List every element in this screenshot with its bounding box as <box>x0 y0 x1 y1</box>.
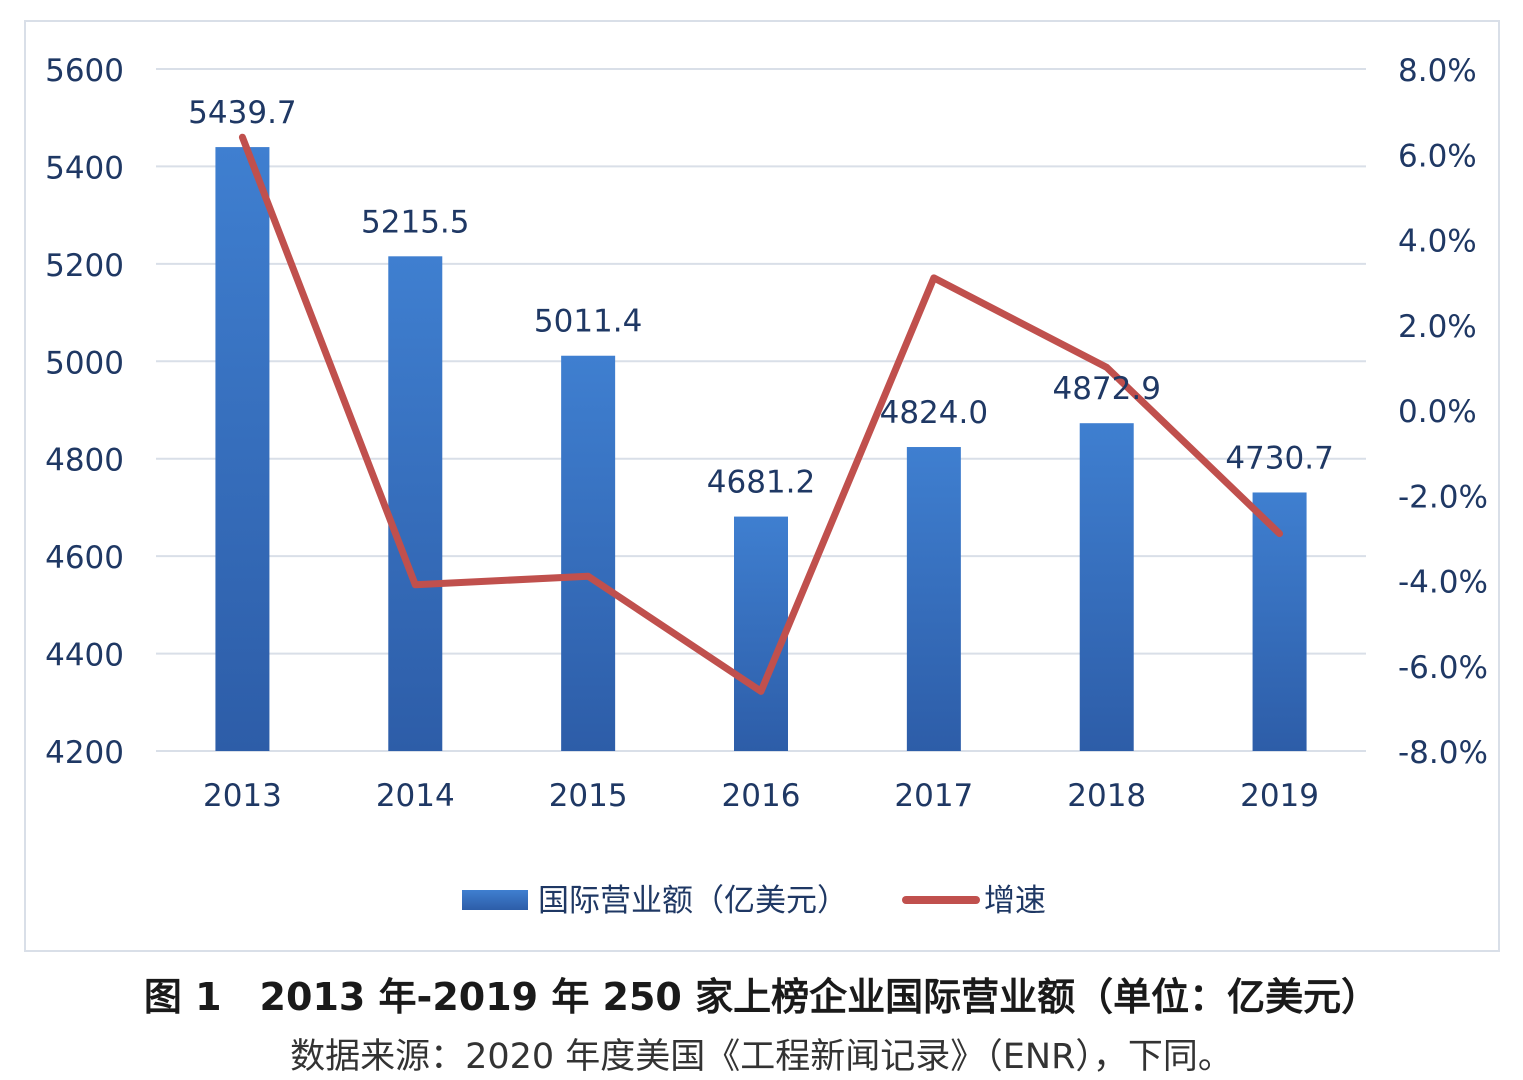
bar-data-label: 4730.7 <box>1225 440 1333 476</box>
x-axis-tick-label: 2014 <box>376 778 455 814</box>
bars <box>215 147 1307 751</box>
x-axis-tick-label: 2013 <box>203 778 282 814</box>
left-axis-tick-label: 4400 <box>45 638 124 674</box>
combo-chart: 5439.7 5215.5 5011.4 4681.2 4824.0 4872.9 4730… <box>45 53 1488 919</box>
data-labels: 5439.7 5215.5 5011.4 4681.2 4824.0 4872.9 4730… <box>188 95 1334 500</box>
bar-data-label: 4872.9 <box>1052 371 1160 407</box>
growth-line <box>238 133 1284 695</box>
bar-data-label: 5215.5 <box>361 204 469 240</box>
bar-2015 <box>561 355 616 751</box>
growth-point-2018 <box>1105 366 1108 369</box>
chart-frame: 5439.7 5215.5 5011.4 4681.2 4824.0 4872.9 4730… <box>24 20 1500 952</box>
bar-data-label: 4824.0 <box>880 395 988 431</box>
left-axis-tick-label: 5000 <box>45 345 124 381</box>
data-source: 数据来源：2020 年度美国《工程新闻记录》（ENR），下同。 <box>290 1037 1233 1077</box>
bar-2014 <box>388 256 443 751</box>
growth-point-2017 <box>932 276 935 279</box>
bar-2017 <box>906 447 961 751</box>
left-axis-tick-label: 4800 <box>45 443 124 479</box>
growth-point-2015 <box>587 575 590 578</box>
bar-2016 <box>734 516 788 751</box>
right-axis-tick-label: -2.0% <box>1398 479 1488 515</box>
left-axis-tick-label: 4200 <box>45 735 124 771</box>
figure-caption: 图 1 2013 年-2019 年 250 家上榜企业国际营业额（单位：亿美元） <box>143 975 1380 1019</box>
right-axis-tick-label: 0.0% <box>1398 394 1477 430</box>
x-axis-tick-label: 2019 <box>1240 778 1319 814</box>
legend-bar-swatch <box>462 890 528 910</box>
x-axis-tick-label: 2018 <box>1067 778 1146 814</box>
legend-bar-label: 国际营业额（亿美元） <box>538 883 848 919</box>
x-axis-tick-label: 2016 <box>722 778 801 814</box>
bar-data-label: 5011.4 <box>534 304 642 340</box>
bar-2018 <box>1079 423 1134 751</box>
right-axis-tick-label: 4.0% <box>1398 224 1477 260</box>
left-axis-tick-label: 5400 <box>45 150 124 186</box>
growth-point-2019 <box>1278 532 1281 535</box>
left-axis-tick-label: 4600 <box>45 540 124 576</box>
growth-point-2013 <box>241 136 244 139</box>
right-axis-tick-label: -4.0% <box>1398 565 1488 601</box>
right-axis-tick-label: -6.0% <box>1398 650 1488 686</box>
bar-data-label: 4681.2 <box>707 465 815 501</box>
x-axis-tick-label: 2017 <box>894 778 973 814</box>
right-axis-tick-label: 8.0% <box>1398 53 1477 89</box>
bar-data-label: 5439.7 <box>188 95 296 131</box>
right-axis-tick-label: 6.0% <box>1398 138 1477 174</box>
legend-line-label: 增速 <box>984 883 1046 919</box>
axes: 4200 4400 4600 4800 5000 5200 5400 5600 -8.0% -6.… <box>45 53 1488 814</box>
left-axis-tick-label: 5200 <box>45 248 124 284</box>
legend: 国际营业额（亿美元） 增速 <box>462 883 1046 919</box>
bar-2013 <box>215 147 270 751</box>
growth-point-2014 <box>414 583 417 586</box>
left-axis-tick-label: 5600 <box>45 53 124 89</box>
right-axis-tick-label: 2.0% <box>1398 309 1477 345</box>
right-axis-tick-label: -8.0% <box>1398 735 1488 771</box>
growth-point-2016 <box>760 690 762 693</box>
x-axis-tick-label: 2015 <box>549 778 628 814</box>
